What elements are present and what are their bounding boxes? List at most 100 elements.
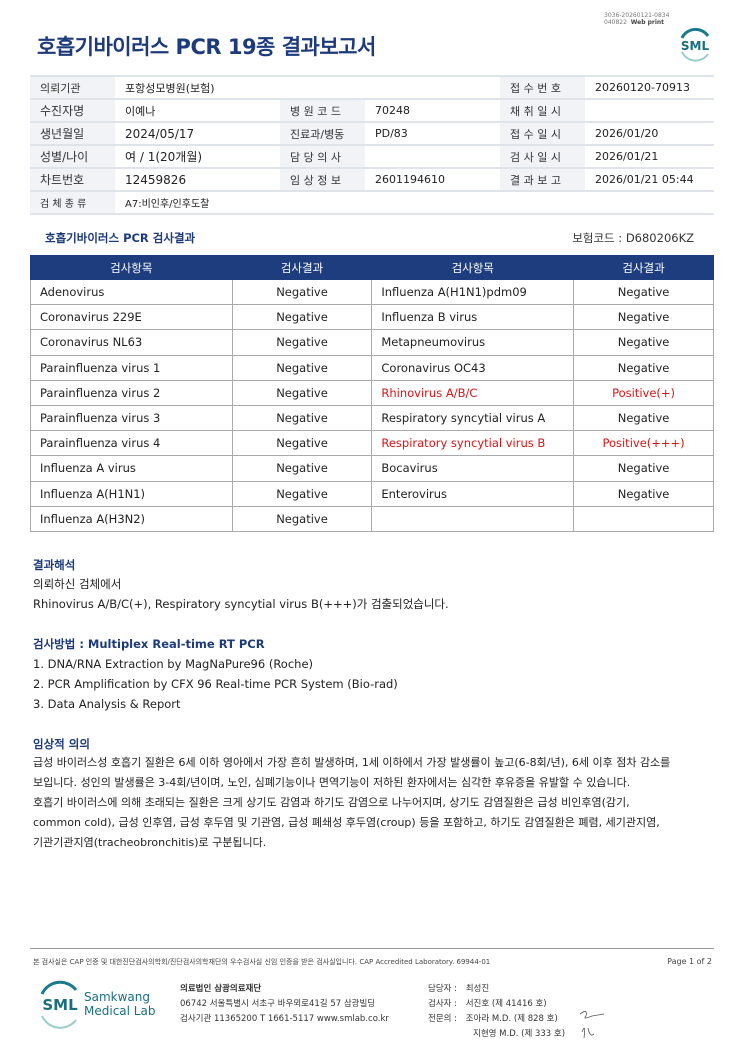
tester: 서진호 (제 41416 호) — [465, 999, 547, 1009]
table-row: Coronavirus NL63 Negative Metapneumovirus N… — [30, 329, 714, 356]
test-item — [371, 505, 575, 532]
clinical-title: 임상적 의의 — [33, 737, 90, 751]
org-name: 의료법인 삼광의료재단 — [180, 984, 262, 994]
clinical-line: 급성 바이러스성 호흡기 질환은 6세 이하 영아에서 가장 흔히 발생하며, … — [33, 756, 671, 769]
label: 수진자명 — [30, 99, 115, 123]
brand-name: Samkwang Medical Lab — [84, 990, 155, 1018]
doctor — [365, 145, 500, 169]
test-item: Influenza A(H1N1)pdm09 — [371, 278, 575, 306]
test-result: Negative — [231, 505, 373, 532]
method-steps: 1. DNA/RNA Extraction by MagNaPure96 (Ro… — [33, 654, 398, 714]
test-item: Respiratory syncytial virus B — [371, 430, 575, 457]
clinical-line: 보입니다. 성인의 발생률은 3-4회/년이며, 노인, 심폐기능이나 면역기능… — [33, 776, 631, 789]
test-result: Negative — [231, 329, 373, 356]
test-item: Parainfluenza virus 4 — [30, 430, 233, 457]
test-item: Adenovirus — [30, 278, 233, 306]
footer-divider — [30, 948, 714, 949]
test-result: Negative — [231, 278, 373, 306]
hospital-code: 70248 — [365, 99, 500, 123]
test-item: Coronavirus 229E — [30, 304, 233, 331]
dob: 2024/05/17 — [115, 122, 280, 146]
interpretation-text: 의뢰하신 검체에서 Rhinovirus A/B/C(+), Respirator… — [33, 574, 449, 614]
test-result: Negative — [231, 480, 373, 507]
test-item: Coronavirus OC43 — [371, 354, 575, 381]
org-info: 의료법인 삼광의료재단 06742 서울특별시 서초구 바우뫼로41길 57 삼광… — [180, 982, 389, 1027]
patient-info-table: 의뢰기관 포항성모병원(보험) 접 수 번 호 20260120-70913 수진자명… — [30, 75, 714, 215]
test-item: Enterovirus — [371, 480, 575, 507]
method-step: 2. PCR Amplification by CFX 96 Real-time… — [33, 677, 398, 691]
clinical-info: 2601194610 — [365, 168, 500, 192]
test-result: Negative — [573, 304, 714, 331]
print-id2: 040822 — [604, 19, 627, 26]
test-item: Influenza A virus — [30, 455, 233, 482]
label: 성별/나이 — [30, 145, 115, 169]
test-item: Metapneumovirus — [371, 329, 575, 356]
column-header: 검사결과 — [231, 255, 373, 280]
table-row: Parainfluenza virus 2 Negative Rhinovirus … — [30, 379, 714, 406]
report-title: 호흡기바이러스 PCR 19종 결과보고서 — [37, 35, 376, 59]
table-row: Influenza A(H1N1) Negative Enterovirus Nega… — [30, 480, 714, 507]
clinical-line: 기관기관지염(tracheobronchitis)로 구분됩니다. — [33, 836, 267, 849]
test-result: Negative — [573, 455, 714, 482]
test-result: Negative — [573, 404, 714, 432]
receipt-no: 20260120-70913 — [585, 76, 714, 100]
address: 06742 서울특별시 서초구 바우뫼로41길 57 삼광빌딩 — [180, 999, 376, 1009]
label: 접 수 일 시 — [500, 122, 585, 146]
label: 채 취 일 시 — [500, 99, 585, 123]
svg-text:SML: SML — [42, 996, 78, 1014]
results-table: 검사항목 검사결과 검사항목 검사결과 Adenovirus Negative In… — [30, 255, 714, 532]
test-item: Parainfluenza virus 3 — [30, 404, 233, 432]
receipt-date: 2026/01/20 — [585, 122, 714, 146]
table-row: Influenza A(H3N2) Negative — [30, 505, 714, 532]
patient-name: 이예나 — [115, 99, 280, 123]
label: 임 상 정 보 — [280, 168, 365, 192]
brand-line: Samkwang — [84, 990, 150, 1004]
test-item: Coronavirus NL63 — [30, 329, 233, 356]
test-result: Negative — [231, 379, 373, 406]
staff-info: 담당자 : 최성진 검사자 : 서진호 (제 41416 호) 전문의 : 조아… — [428, 982, 565, 1042]
clinical-text: 급성 바이러스성 호흡기 질환은 6세 이하 영아에서 가장 흔히 발생하며, … — [33, 753, 670, 853]
table-row: Coronavirus 229E Negative Influenza B viru… — [30, 304, 714, 331]
interpretation-title: 결과해석 — [33, 558, 76, 572]
contact: 검사기관 11365200 T 1661-5117 www.smlab.co.k… — [180, 1014, 389, 1024]
test-date: 2026/01/21 — [585, 145, 714, 169]
test-result: Positive(+++) — [573, 430, 714, 457]
label: 전문의 : — [428, 1014, 458, 1024]
test-result: Negative — [573, 278, 714, 306]
table-row: Influenza A virus Negative Bocavirus Negati… — [30, 455, 714, 482]
table-row: Parainfluenza virus 3 Negative Respiratory… — [30, 404, 714, 432]
report-date: 2026/01/21 05:44 — [585, 168, 714, 192]
method-step: 1. DNA/RNA Extraction by MagNaPure96 (Ro… — [33, 657, 314, 671]
interpretation-line: Rhinovirus A/B/C(+), Respiratory syncyti… — [33, 597, 449, 611]
table-row: Parainfluenza virus 1 Negative Coronavirus… — [30, 354, 714, 381]
test-result: Positive(+) — [573, 379, 714, 406]
test-result: Negative — [231, 354, 373, 381]
page-number: Page 1 of 2 — [667, 957, 712, 966]
test-item: Influenza A(H3N2) — [30, 505, 233, 532]
signature-icon — [579, 1011, 605, 1039]
label: 차트번호 — [30, 168, 115, 192]
label: 담당자 : — [428, 984, 458, 994]
chart-no: 12459826 — [115, 168, 280, 192]
table-row: Adenovirus Negative Influenza A(H1N1)pdm09… — [30, 278, 714, 306]
print-id: 3036-20260121-0834 — [604, 12, 670, 19]
print-mode: Web print — [630, 19, 665, 26]
label: 생년월일 — [30, 122, 115, 146]
label: 병 원 코 드 — [280, 99, 365, 123]
manager: 최성진 — [465, 984, 490, 994]
print-stamp: 3036-20260121-0834 040822 Web print — [604, 12, 669, 26]
column-header: 검사항목 — [30, 255, 233, 280]
results-title: 호흡기바이러스 PCR 검사결과 — [45, 231, 196, 245]
specialist: 조아라 M.D. (제 828 호) — [465, 1014, 558, 1024]
test-item: Rhinovirus A/B/C — [371, 379, 575, 406]
test-item: Influenza B virus — [371, 304, 575, 331]
clinical-line: 호흡기 바이러스에 의해 초래되는 질환은 크게 상기도 감염과 하기도 감염으… — [33, 796, 630, 809]
sex-age: 여 / 1(20개월) — [115, 145, 280, 169]
test-result: Negative — [231, 404, 373, 432]
samkwang-logo-icon: SML — [40, 980, 78, 1029]
test-result — [573, 505, 714, 532]
svg-text:SML: SML — [681, 39, 710, 53]
method-title: 검사방법 : Multiplex Real-time RT PCR — [33, 637, 265, 651]
sml-logo-icon: SML — [680, 27, 710, 62]
collect-date — [585, 99, 714, 123]
